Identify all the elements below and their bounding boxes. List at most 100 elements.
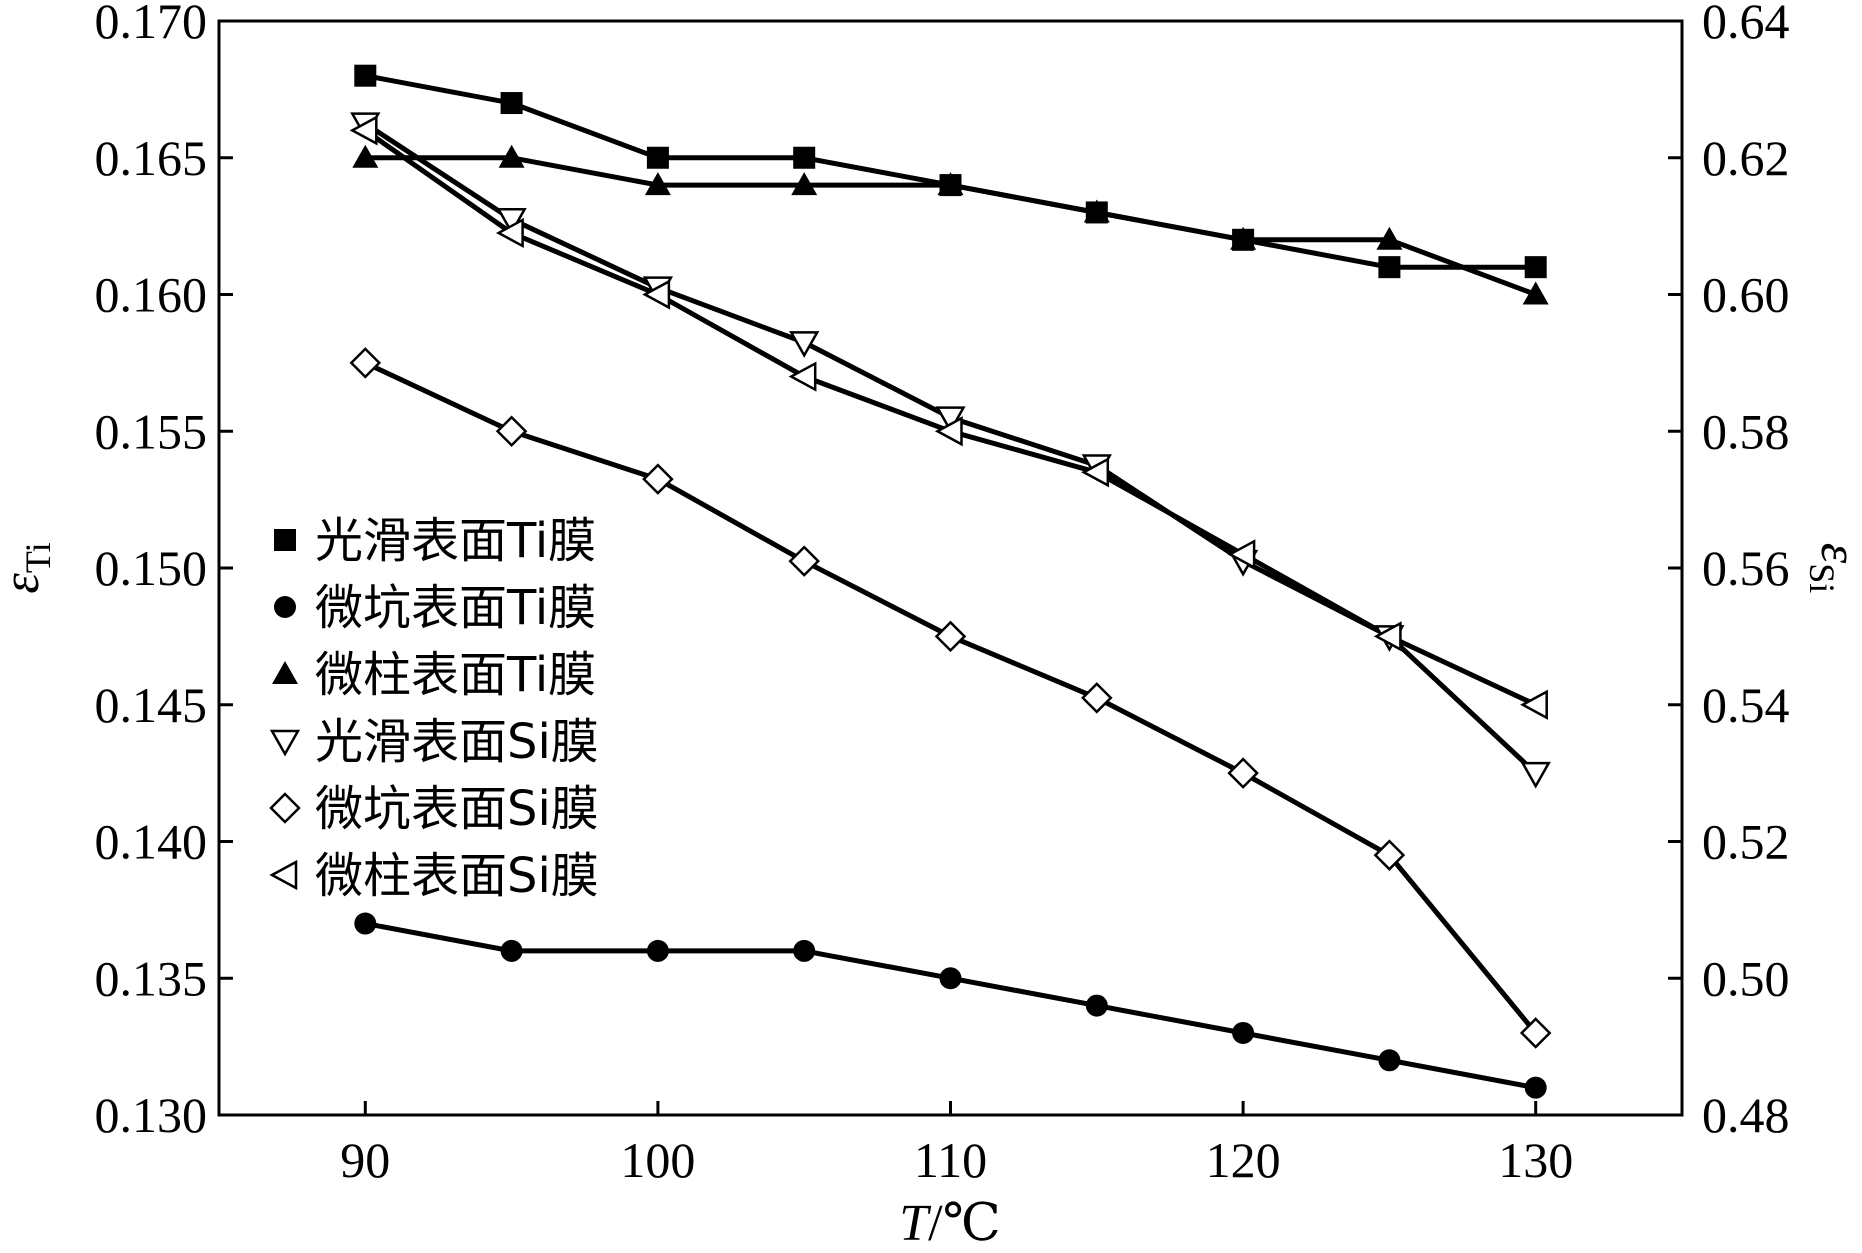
point-s5-7 bbox=[1373, 621, 1402, 652]
y-right-tick-label-8: 0.64 bbox=[1702, 0, 1790, 49]
series-points-5 bbox=[349, 115, 1548, 720]
legend-marker-4 bbox=[269, 792, 301, 824]
point-s2-7 bbox=[1376, 226, 1403, 250]
point-s2-6 bbox=[1230, 226, 1257, 250]
series-markers bbox=[349, 64, 1552, 1099]
legend-item-5: 微柱表面Si膜 bbox=[269, 848, 599, 904]
point-s4-6 bbox=[1227, 757, 1259, 789]
series-line-1 bbox=[364, 921, 1537, 1091]
tick-labels: 90 100 110 120 130 0.130 0.135 0.140 0.145 0.150 0… bbox=[95, 0, 1790, 1188]
point-s1-6 bbox=[1232, 1021, 1255, 1044]
legend-marker-5 bbox=[269, 859, 298, 891]
point-s5-4 bbox=[934, 416, 963, 447]
x-tick-label-2: 110 bbox=[914, 1132, 987, 1188]
legend-label-0: 光滑表面Ti膜 bbox=[315, 513, 596, 569]
legend-item-0: 光滑表面Ti膜 bbox=[274, 513, 596, 569]
point-s0-1 bbox=[500, 92, 523, 115]
point-s4-7 bbox=[1373, 839, 1406, 871]
x-axis-label: T/℃ bbox=[899, 1195, 1001, 1252]
point-s5-0 bbox=[349, 115, 378, 146]
series-points-4 bbox=[349, 347, 1552, 1049]
point-s3-8 bbox=[1520, 761, 1551, 789]
point-s3-3 bbox=[789, 331, 820, 358]
point-s5-6 bbox=[1227, 539, 1256, 570]
point-s2-2 bbox=[644, 172, 671, 196]
point-s2-1 bbox=[498, 144, 525, 168]
y-left-tick-label-4: 0.150 bbox=[95, 540, 208, 596]
y-left-tick-label-2: 0.140 bbox=[95, 814, 208, 870]
legend-label-3: 光滑表面Si膜 bbox=[315, 714, 599, 770]
point-s1-2 bbox=[646, 939, 669, 962]
y-left-tick-label-0: 0.130 bbox=[95, 1087, 208, 1143]
x-unit: /℃ bbox=[928, 1195, 1001, 1252]
point-s0-0 bbox=[354, 64, 377, 87]
point-s2-3 bbox=[791, 172, 818, 196]
point-s5-1 bbox=[495, 217, 524, 249]
point-s5-2 bbox=[642, 279, 671, 310]
y-left-tick-label-7: 0.165 bbox=[95, 130, 208, 186]
y-left-subscript: Ti bbox=[18, 542, 58, 573]
y-left-tick-label-5: 0.155 bbox=[95, 403, 208, 459]
point-s3-4 bbox=[935, 406, 966, 434]
legend-item-2: 微柱表面Ti膜 bbox=[272, 647, 596, 703]
y-right-tick-label-0: 0.48 bbox=[1702, 1087, 1790, 1143]
legend-marker-3 bbox=[269, 729, 301, 757]
legend-label-1: 微坑表面Ti膜 bbox=[315, 580, 596, 636]
legend-label-5: 微柱表面Si膜 bbox=[315, 848, 599, 904]
point-s1-7 bbox=[1378, 1049, 1401, 1072]
y-right-tick-label-5: 0.58 bbox=[1702, 403, 1790, 459]
point-s4-4 bbox=[934, 620, 967, 653]
point-s0-8 bbox=[1524, 256, 1547, 279]
point-s1-4 bbox=[939, 967, 962, 990]
point-s1-0 bbox=[354, 912, 377, 935]
x-var: T bbox=[899, 1195, 931, 1252]
legend-item-3: 光滑表面Si膜 bbox=[269, 714, 599, 770]
y-right-tick-label-2: 0.52 bbox=[1702, 814, 1790, 870]
x-tick-label-4: 130 bbox=[1498, 1132, 1573, 1188]
y-left-tick-label-1: 0.135 bbox=[95, 950, 208, 1006]
x-tick-label-0: 90 bbox=[340, 1132, 390, 1188]
point-s3-1 bbox=[496, 208, 527, 235]
y-left-tick-label-6: 0.160 bbox=[95, 267, 208, 323]
y-axis-left-label: εTi bbox=[0, 542, 58, 593]
point-s1-8 bbox=[1524, 1076, 1547, 1099]
y-left-symbol: ε bbox=[0, 573, 50, 594]
series-points-1 bbox=[354, 912, 1547, 1099]
point-s0-3 bbox=[793, 146, 816, 169]
legend-item-1: 微坑表面Ti膜 bbox=[274, 580, 596, 636]
y-right-tick-label-6: 0.60 bbox=[1702, 267, 1790, 323]
y-right-tick-label-3: 0.54 bbox=[1702, 677, 1790, 733]
y-right-tick-label-4: 0.56 bbox=[1702, 540, 1790, 596]
series-points-2 bbox=[352, 144, 1549, 305]
point-s2-5 bbox=[1083, 199, 1110, 223]
point-s5-8 bbox=[1520, 689, 1548, 720]
point-s2-4 bbox=[937, 172, 964, 196]
point-s0-2 bbox=[646, 146, 669, 169]
point-s4-1 bbox=[495, 415, 528, 448]
ticks bbox=[219, 19, 1682, 1117]
point-s1-5 bbox=[1085, 994, 1108, 1017]
point-s4-8 bbox=[1519, 1017, 1552, 1049]
y-axis-right-label: εSi bbox=[1802, 543, 1862, 594]
y-left-tick-label-8: 0.170 bbox=[95, 0, 208, 49]
point-s2-0 bbox=[352, 144, 379, 168]
series-points-0 bbox=[354, 64, 1547, 279]
point-s5-3 bbox=[788, 361, 817, 392]
point-s1-1 bbox=[500, 939, 523, 962]
point-s4-5 bbox=[1081, 682, 1113, 714]
legend-item-4: 微坑表面Si膜 bbox=[269, 781, 599, 837]
y-right-symbol: ε bbox=[1810, 543, 1862, 564]
y-left-tick-label-3: 0.145 bbox=[95, 677, 208, 733]
x-tick-label-3: 120 bbox=[1206, 1132, 1281, 1188]
legend-label-4: 微坑表面Si膜 bbox=[315, 781, 599, 837]
y-right-tick-label-7: 0.62 bbox=[1702, 130, 1790, 186]
point-s4-3 bbox=[788, 545, 820, 577]
point-s2-8 bbox=[1522, 281, 1549, 305]
y-right-subscript: Si bbox=[1802, 563, 1842, 593]
x-tick-label-1: 100 bbox=[620, 1132, 695, 1188]
legend-marker-0 bbox=[274, 529, 296, 551]
point-s4-0 bbox=[349, 347, 382, 379]
point-s5-5 bbox=[1081, 457, 1110, 488]
legend: 光滑表面Ti膜微坑表面Ti膜微柱表面Ti膜光滑表面Si膜微坑表面Si膜微柱表面S… bbox=[269, 513, 599, 904]
